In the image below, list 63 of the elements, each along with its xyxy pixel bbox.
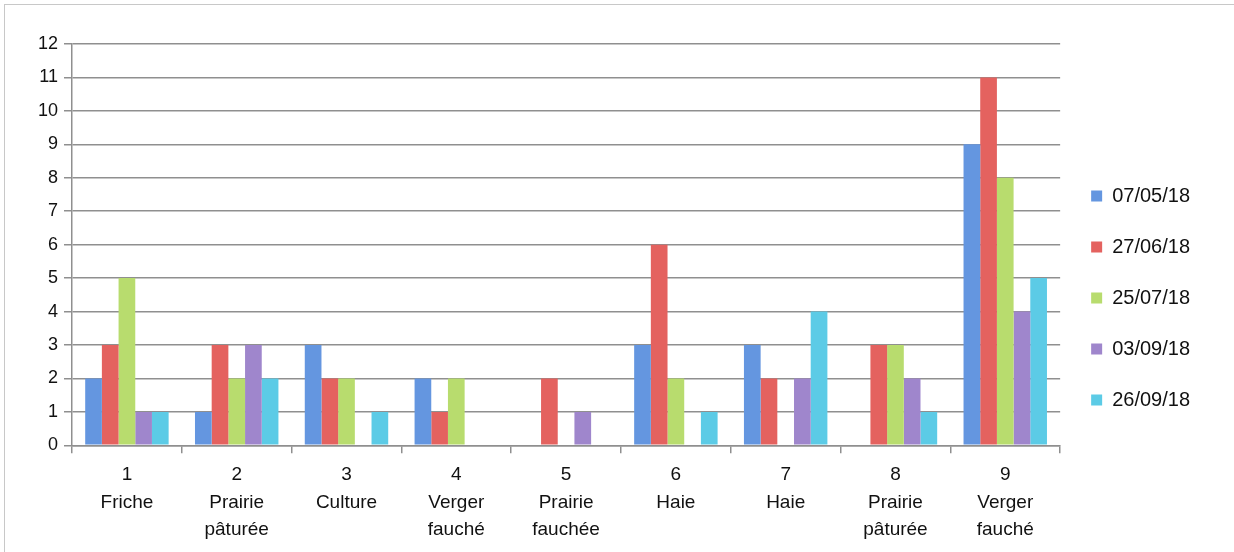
legend-label: 25/07/18	[1112, 285, 1191, 308]
y-tick-label: 9	[48, 133, 59, 154]
bar	[980, 77, 997, 445]
legend-label: 03/09/18	[1112, 336, 1191, 359]
legend-label: 07/05/18	[1112, 183, 1191, 206]
legend-label: 27/06/18	[1112, 234, 1191, 257]
bar	[1030, 278, 1047, 445]
bar	[887, 345, 904, 445]
bar	[650, 244, 668, 445]
bar	[261, 378, 279, 445]
y-tick-label: 1	[48, 400, 59, 421]
x-tick-label: 6 Haie	[656, 463, 696, 512]
y-tick-label: 10	[37, 99, 59, 120]
x-tick-label: 5 Prairie fauchée	[532, 463, 600, 540]
bar	[574, 411, 592, 445]
bar	[101, 345, 119, 445]
bar	[810, 311, 828, 445]
bar	[304, 345, 322, 445]
legend-label: 26/09/18	[1112, 387, 1191, 410]
bar	[667, 378, 685, 445]
y-tick-label: 7	[48, 200, 59, 221]
bar	[870, 345, 888, 445]
x-tick-label: 9 Verger fauché	[976, 463, 1034, 540]
y-tick-label: 3	[48, 333, 59, 354]
bar	[447, 378, 465, 445]
y-tick-label: 8	[48, 166, 59, 187]
y-tick-label: 0	[48, 434, 59, 455]
x-tick-label: 1 Friche	[100, 463, 154, 512]
x-tick-label: 2 Prairie pâturée	[204, 463, 269, 540]
y-tick-label: 11	[39, 66, 59, 87]
bar	[700, 411, 718, 445]
bar	[760, 378, 778, 445]
bar	[541, 378, 558, 445]
bar	[996, 177, 1014, 445]
bar	[794, 378, 811, 445]
bar	[85, 378, 102, 445]
y-tick-label: 5	[48, 267, 59, 288]
x-tick-label: 3 Culture	[315, 463, 378, 512]
bar	[211, 345, 229, 445]
bar	[321, 378, 339, 445]
bar	[228, 378, 246, 445]
bar	[245, 345, 262, 445]
bar	[903, 378, 921, 445]
y-tick-label: 2	[48, 367, 59, 388]
bar	[338, 378, 355, 445]
bar	[194, 411, 212, 445]
bar	[135, 411, 152, 445]
bar	[920, 411, 938, 445]
bar	[1013, 311, 1031, 445]
bar	[371, 411, 389, 445]
y-tick-label: 12	[37, 32, 59, 53]
y-tick-label: 4	[48, 300, 59, 321]
x-tick-label: 7 Haie	[766, 463, 806, 512]
bar	[963, 144, 981, 445]
bar	[414, 378, 432, 445]
x-tick-label: 4 Verger fauché	[427, 463, 485, 540]
bar	[634, 345, 651, 445]
bar	[118, 278, 136, 445]
y-tick-label: 6	[48, 233, 59, 254]
x-tick-label: 8 Prairie pâturée	[863, 463, 928, 540]
bar	[151, 411, 169, 445]
bar	[431, 411, 448, 445]
bar	[743, 345, 761, 445]
